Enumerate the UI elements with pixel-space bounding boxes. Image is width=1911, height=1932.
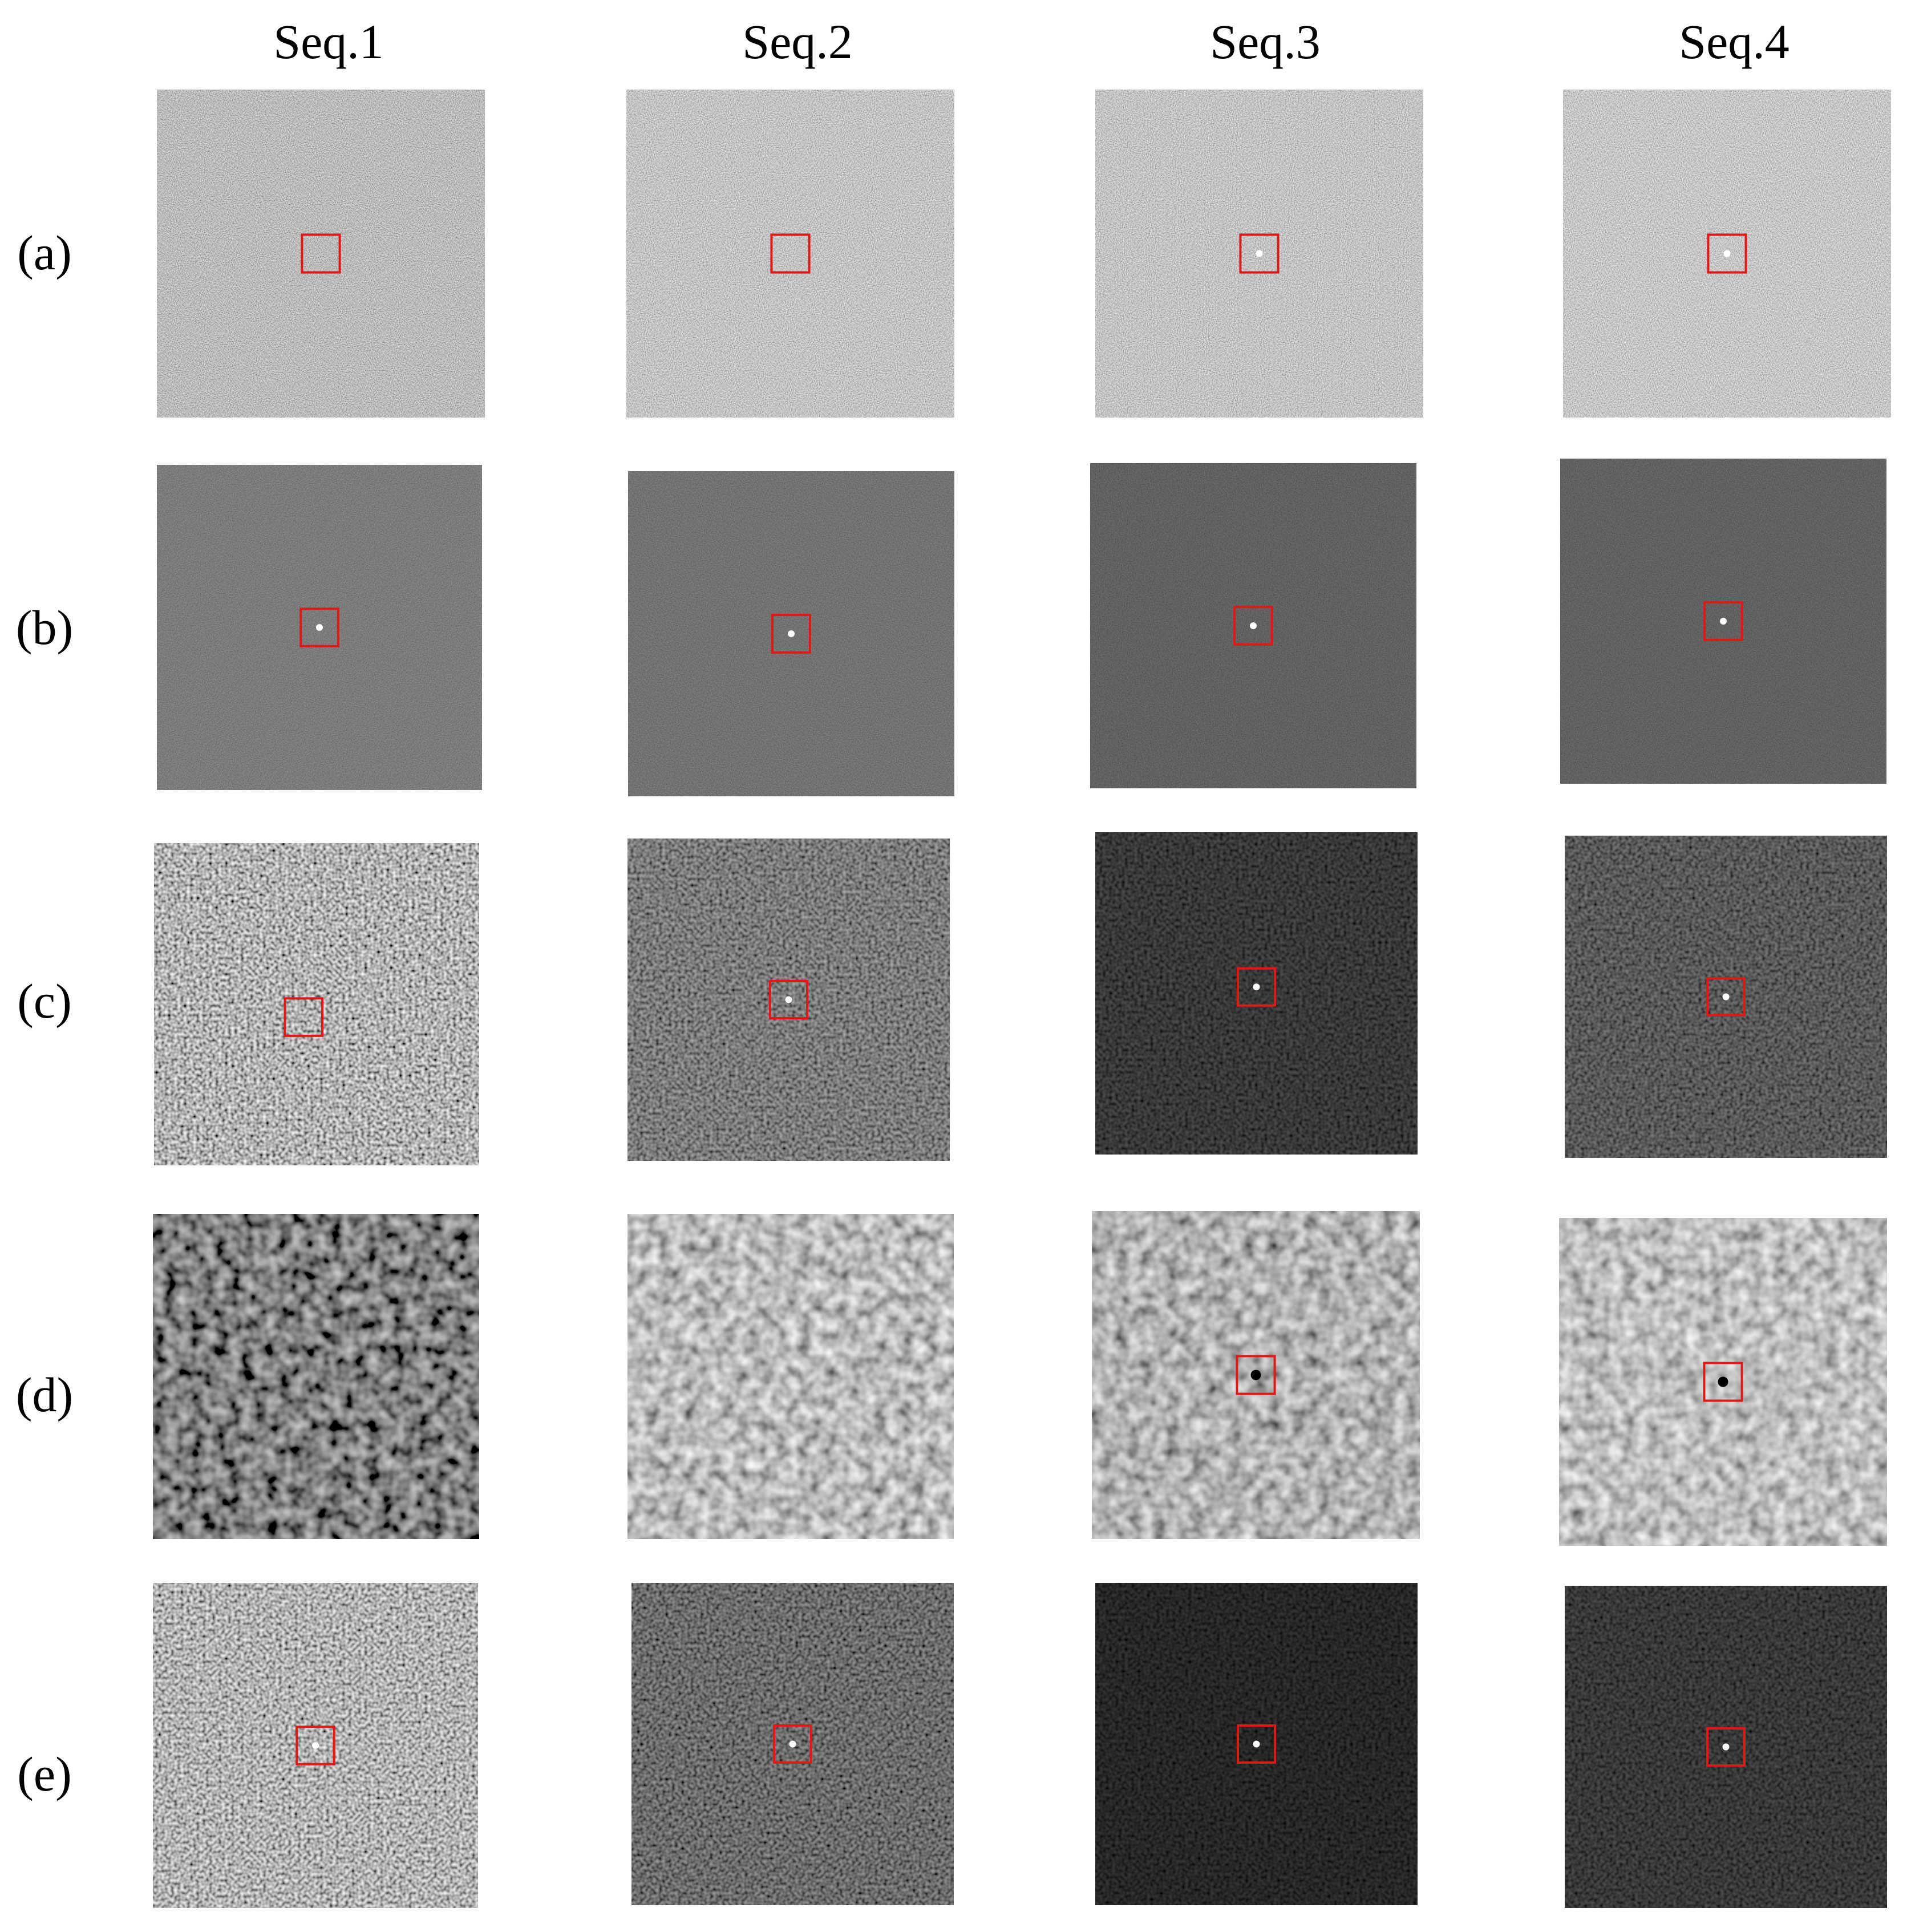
target-bright-point xyxy=(788,630,795,637)
target-box xyxy=(1233,606,1273,646)
noise-image xyxy=(154,843,479,1165)
panel-a-seq-1 xyxy=(157,90,485,418)
target-box xyxy=(1707,233,1747,274)
panel-e-seq-1 xyxy=(153,1583,478,1908)
row-label-c: (c) xyxy=(17,974,72,1028)
panel-d-seq-3 xyxy=(1092,1211,1420,1539)
row-label-b: (b) xyxy=(15,600,74,655)
row-label-a: (a) xyxy=(17,225,72,280)
panel-b-seq-2 xyxy=(628,471,954,796)
target-box xyxy=(771,614,811,654)
target-bright-point xyxy=(1722,1743,1730,1751)
panel-c-seq-4 xyxy=(1565,836,1887,1158)
target-box xyxy=(1706,977,1746,1016)
panel-b-seq-3 xyxy=(1090,463,1416,788)
target-bright-point xyxy=(1250,622,1257,629)
panel-c-seq-3 xyxy=(1095,832,1418,1155)
noise-image xyxy=(627,1214,954,1539)
panel-e-seq-2 xyxy=(631,1583,954,1905)
target-box xyxy=(1239,233,1280,274)
panel-e-seq-3 xyxy=(1095,1583,1418,1905)
target-bright-point xyxy=(1253,983,1260,991)
target-bright-point xyxy=(312,1742,319,1749)
row-label-e: (e) xyxy=(17,1747,72,1801)
target-box xyxy=(299,607,339,647)
target-box xyxy=(295,1726,335,1765)
target-box xyxy=(773,1724,812,1764)
column-header-seq-1: Seq.1 xyxy=(273,14,384,69)
column-header-seq-3: Seq.3 xyxy=(1210,14,1321,69)
panel-e-seq-4 xyxy=(1565,1586,1887,1908)
target-box xyxy=(769,980,808,1019)
target-dark-point xyxy=(1718,1376,1728,1387)
column-header-seq-4: Seq.4 xyxy=(1679,14,1789,69)
panel-a-seq-2 xyxy=(626,90,954,418)
target-bright-point xyxy=(1723,250,1731,257)
panel-d-seq-2 xyxy=(627,1214,954,1539)
target-dark-point xyxy=(1250,1370,1261,1380)
target-box xyxy=(1237,967,1276,1007)
target-box xyxy=(1236,1355,1276,1395)
panel-b-seq-4 xyxy=(1560,459,1886,784)
column-header-seq-2: Seq.2 xyxy=(742,14,853,69)
target-bright-point xyxy=(1256,250,1263,257)
target-bright-point xyxy=(789,1740,796,1748)
panel-a-seq-4 xyxy=(1563,90,1891,418)
target-bright-point xyxy=(316,624,323,631)
panel-c-seq-1 xyxy=(154,843,479,1165)
panel-c-seq-2 xyxy=(627,839,950,1161)
target-box xyxy=(301,233,341,274)
target-box xyxy=(284,997,323,1037)
target-box xyxy=(1237,1724,1276,1764)
panel-d-seq-4 xyxy=(1559,1218,1887,1546)
target-bright-point xyxy=(1722,993,1730,1001)
target-box xyxy=(1706,1727,1746,1767)
target-bright-point xyxy=(1720,618,1727,625)
noise-image xyxy=(153,1214,479,1539)
panel-b-seq-1 xyxy=(157,465,482,790)
panel-a-seq-3 xyxy=(1095,90,1423,418)
panel-d-seq-1 xyxy=(153,1214,479,1539)
target-box xyxy=(1703,601,1743,641)
target-bright-point xyxy=(1253,1740,1260,1748)
target-box xyxy=(770,233,811,274)
row-label-d: (d) xyxy=(15,1367,74,1422)
target-bright-point xyxy=(785,996,792,1003)
noise-image xyxy=(626,90,954,418)
noise-image xyxy=(157,90,485,418)
noise-image xyxy=(1095,832,1418,1155)
target-box xyxy=(1703,1362,1743,1402)
